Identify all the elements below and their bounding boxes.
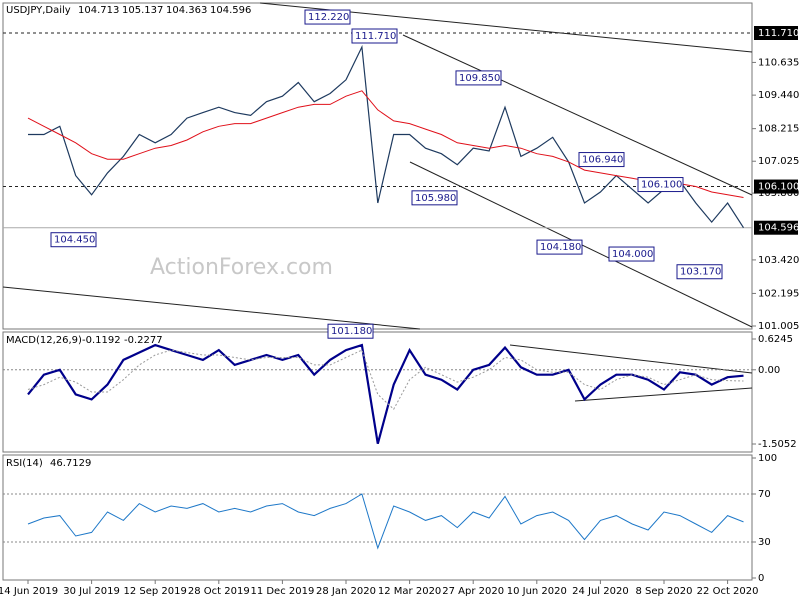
y-tick-label: 109.440 (758, 90, 799, 101)
annotation-box (304, 9, 351, 25)
trendline (2, 286, 421, 330)
level-label: 106.100 (758, 182, 799, 193)
x-tick-label: 10 Jun 2020 (507, 586, 567, 597)
macd-panel (2, 331, 753, 453)
level-label: 104.596 (758, 223, 799, 234)
y-tick-label: 105.860 (758, 188, 799, 199)
annotation-box (50, 232, 97, 248)
y-tick-label: 70 (758, 489, 771, 500)
x-tick-label: 11 Dec 2019 (250, 586, 314, 597)
series-line (28, 44, 745, 229)
annotation-box (351, 28, 398, 44)
annotation-box (578, 152, 625, 168)
annotation-label: 111.710 (355, 31, 396, 42)
y-tick-label: 0.00 (758, 365, 780, 376)
annotation-label: 104.000 (612, 249, 653, 260)
y-tick-label: 0.6245 (758, 334, 793, 345)
trendline (402, 34, 753, 196)
x-tick-label: 24 Jul 2020 (572, 586, 629, 597)
x-tick-label: 14 Jun 2019 (0, 586, 58, 597)
annotation-label: 109.850 (459, 73, 500, 84)
x-tick-label: 27 Apr 2020 (442, 586, 504, 597)
price-panel (2, 2, 753, 330)
annotation-label: 103.170 (680, 267, 721, 278)
macd-value: -0.1192 (82, 335, 121, 346)
ohlc-value: 104.363 (166, 5, 207, 16)
trendline (509, 344, 753, 374)
y-tick-label: 101.005 (758, 321, 799, 332)
ohlc-value: 104.713 (78, 5, 119, 16)
y-tick-label: -1.5052 (758, 439, 797, 450)
annotation-box (411, 190, 458, 206)
annotation-box (608, 246, 655, 262)
panel-title: MACD(12,26,9) (6, 335, 82, 346)
annotation-box (637, 177, 684, 193)
annotation-label: 112.220 (308, 12, 349, 23)
y-tick-label: 108.215 (758, 124, 799, 135)
annotation-box (536, 239, 583, 255)
annotation-label: 106.100 (641, 180, 682, 191)
y-tick-label: 102.195 (758, 288, 799, 299)
level-label: 111.710 (758, 28, 799, 39)
rsi-value: 46.7129 (50, 458, 91, 469)
signal-value: -0.2277 (124, 335, 163, 346)
panel-title: USDJPY,Daily (6, 5, 71, 16)
series-line (27, 90, 744, 198)
annotation-box (676, 264, 723, 280)
watermark: ActionForex.com (150, 255, 333, 280)
annotation-label: 101.180 (331, 326, 372, 337)
series-line (27, 349, 744, 411)
x-tick-label: 28 Oct 2019 (188, 586, 250, 597)
x-tick-label: 8 Sep 2020 (635, 586, 692, 597)
y-tick-label: 110.635 (758, 57, 799, 68)
y-tick-label: 100 (758, 453, 777, 464)
level-box (754, 179, 798, 194)
annotation-label: 106.940 (582, 155, 623, 166)
x-tick-label: 28 Jan 2020 (316, 586, 376, 597)
annotation-label: 104.180 (540, 242, 581, 253)
trendline (574, 387, 753, 402)
level-box (754, 220, 798, 235)
x-tick-label: 12 Sep 2019 (124, 586, 187, 597)
x-tick-label: 30 Jul 2019 (63, 586, 120, 597)
y-tick-label: 103.420 (758, 255, 799, 266)
level-box (754, 26, 798, 40)
ohlc-value: 105.137 (122, 5, 163, 16)
annotation-label: 104.450 (54, 235, 95, 246)
rsi-panel (2, 454, 753, 581)
annotation-box (327, 323, 374, 339)
panel-title: RSI(14) (6, 458, 43, 469)
y-tick-label: 107.025 (758, 156, 799, 167)
y-tick-label: 0 (758, 573, 764, 584)
y-tick-label: 30 (758, 537, 771, 548)
ohlc-value: 104.596 (210, 5, 251, 16)
annotation-box (455, 70, 502, 86)
x-tick-label: 12 Mar 2020 (378, 586, 441, 597)
series-line (27, 343, 744, 444)
x-tick-label: 22 Oct 2020 (697, 586, 759, 597)
series-line (27, 493, 744, 550)
annotation-label: 105.980 (415, 193, 456, 204)
